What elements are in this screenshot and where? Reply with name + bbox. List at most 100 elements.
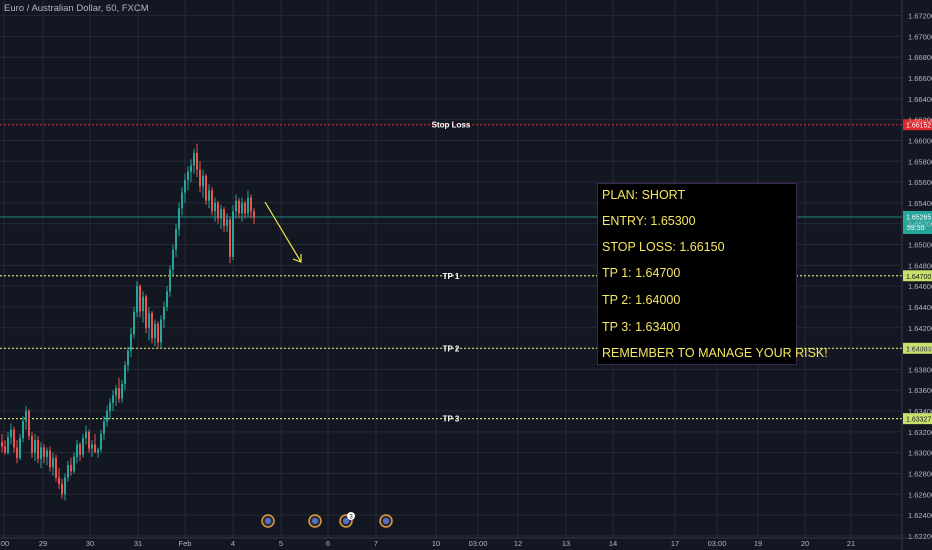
level-label: TP 3	[443, 415, 460, 424]
time-tick-label: 19	[754, 539, 762, 548]
candle-body	[10, 429, 12, 438]
candle-body	[178, 208, 180, 229]
arrow-line	[264, 201, 302, 263]
time-tick-label: Feb	[179, 539, 192, 548]
price-tick-label: 1.65000	[908, 241, 932, 250]
candle-body	[112, 395, 114, 403]
event-flag-icon	[383, 518, 389, 524]
candle-body	[148, 313, 150, 328]
candle-body	[1, 442, 3, 447]
level-price-tag	[903, 119, 932, 131]
candle-body	[244, 202, 246, 214]
price-tick-label: 1.65600	[908, 178, 932, 187]
candle-body	[166, 291, 168, 307]
candle-body	[109, 402, 111, 412]
time-axis[interactable]: :00 29 30 31 Feb 4 5 6 7 10 03:00 12 13 14 17 03:00 19 20…	[0, 537, 932, 548]
price-tick-label: 1.63000	[908, 449, 932, 458]
level-price-label: 1.64700	[906, 274, 931, 281]
plan-tp2: TP 2: 1.64000	[602, 293, 681, 307]
candle-body	[160, 319, 162, 343]
candle-body	[190, 165, 192, 172]
candle-body	[223, 209, 225, 226]
time-tick-label: 12	[514, 539, 522, 548]
time-tick-label: 14	[609, 539, 617, 548]
time-tick-label: 29	[39, 539, 47, 548]
time-tick-label: 21	[847, 539, 855, 548]
price-tick-label: 1.67000	[908, 32, 932, 41]
candle-body	[88, 431, 90, 449]
trade-plan-box: PLAN: SHORT ENTRY: 1.65300 STOP LOSS: 1.…	[597, 183, 828, 365]
candle-body	[16, 447, 18, 458]
time-tick-label: 13	[562, 539, 570, 548]
candle-body	[235, 200, 237, 212]
price-tick-label: 1.66000	[908, 136, 932, 145]
candle-body	[238, 200, 240, 214]
candle-body	[154, 323, 156, 339]
candle-body	[34, 440, 36, 453]
candle-body	[118, 388, 120, 399]
candle-body	[58, 477, 60, 484]
candle-body	[217, 202, 219, 219]
time-tick-label: 6	[326, 539, 330, 548]
price-tick-label: 1.64600	[908, 282, 932, 291]
symbol-title: Euro / Australian Dollar, 60, FXCM	[4, 3, 149, 14]
candle-body	[247, 197, 249, 214]
candle-body	[106, 411, 108, 422]
price-axis[interactable]: 1.67200 1.67000 1.66800 1.66600 1.66400 1.662…	[901, 0, 932, 550]
candle-body	[46, 450, 48, 457]
candle-body	[208, 190, 210, 201]
candle-body	[64, 477, 66, 495]
level-label: Stop Loss	[432, 121, 471, 130]
time-tick-label: 7	[374, 539, 378, 548]
time-tick-label: 31	[134, 539, 142, 548]
time-tick-label: 5	[279, 539, 283, 548]
price-tick-label: 1.65200	[908, 220, 932, 229]
time-tick-label: 30	[86, 539, 94, 548]
event-markers[interactable]: 3	[261, 512, 393, 528]
event-flag-icon	[343, 518, 349, 524]
candle-body	[193, 152, 195, 166]
candle-body	[145, 296, 147, 328]
plan-type: PLAN: SHORT	[602, 188, 686, 202]
arrow-head	[292, 254, 302, 263]
candle-body	[211, 190, 213, 212]
candle-body	[28, 411, 30, 437]
candle-body	[130, 334, 132, 351]
candle-body	[25, 411, 27, 422]
candle-body	[82, 438, 84, 455]
event-flag-icon	[312, 518, 318, 524]
candle-body	[22, 421, 24, 439]
level-price-label: 1.63327	[906, 417, 931, 424]
candle-body	[49, 450, 51, 468]
candle-body	[163, 306, 165, 320]
time-tick-label: 4	[231, 539, 235, 548]
candle-body	[55, 457, 57, 478]
candle-body	[7, 437, 9, 453]
candle-body	[220, 209, 222, 219]
trend-arrow	[264, 201, 302, 263]
level-price-label: 1.64003	[906, 346, 931, 353]
candle-body	[67, 465, 69, 478]
candle-body	[199, 169, 201, 187]
candle-body	[94, 444, 96, 453]
candle-body	[31, 436, 33, 453]
candle-body	[97, 449, 99, 453]
level-price-tag	[903, 342, 932, 354]
plan-entry: ENTRY: 1.65300	[602, 214, 696, 228]
candle-body	[184, 180, 186, 193]
level-label: TP 2	[443, 344, 460, 353]
candle-body	[181, 192, 183, 209]
candle-body	[13, 429, 15, 448]
price-tick-label: 1.62800	[908, 469, 932, 478]
price-tick-label: 1.63200	[908, 428, 932, 437]
level-label: TP 1	[443, 272, 460, 281]
candle-body	[52, 457, 54, 468]
price-levels: Stop Loss 1.66152 TP 1 1.64700 TP 2 1.64003 TP…	[0, 119, 932, 425]
price-tick-label: 1.62600	[908, 490, 932, 499]
price-tick-label: 1.64000	[908, 345, 932, 354]
time-tick-label: 20	[801, 539, 809, 548]
candle-body	[151, 313, 153, 339]
candle-body	[250, 197, 252, 212]
candle-body	[121, 383, 123, 399]
